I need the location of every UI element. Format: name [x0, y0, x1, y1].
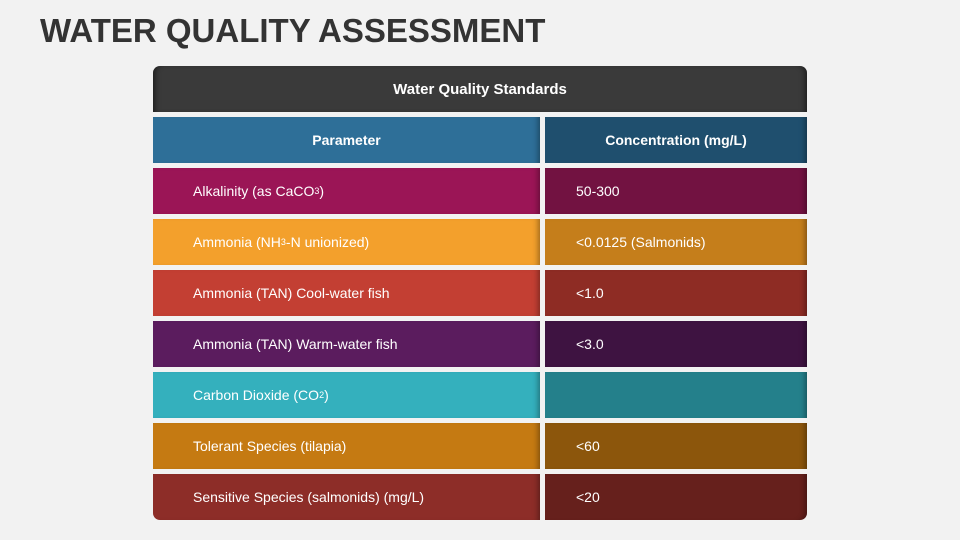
- concentration-cell: <20: [545, 474, 807, 520]
- concentration-cell: [545, 372, 807, 418]
- parameter-cell: Ammonia (TAN) Cool-water fish: [153, 270, 540, 316]
- parameter-cell: Carbon Dioxide (CO 2): [153, 372, 540, 418]
- column-header-parameter: Parameter: [153, 117, 540, 163]
- concentration-cell: <0.0125 (Salmonids): [545, 219, 807, 265]
- standards-table: Water Quality Standards Parameter Concen…: [153, 66, 807, 520]
- table-row: Ammonia (TAN) Warm-water fish <3.0: [153, 321, 807, 367]
- table-row: Ammonia (NH 3 -N unionized) <0.0125 (Salmon…: [153, 219, 807, 265]
- column-header-concentration: Concentration (mg/L): [545, 117, 807, 163]
- parameter-cell: Ammonia (NH 3 -N unionized): [153, 219, 540, 265]
- parameter-cell: Tolerant Species (tilapia): [153, 423, 540, 469]
- concentration-cell: 50-300: [545, 168, 807, 214]
- table-header-row: Parameter Concentration (mg/L): [153, 117, 807, 163]
- table-row: Sensitive Species (salmonids) (mg/L) <20: [153, 474, 807, 520]
- table-row: Carbon Dioxide (CO 2): [153, 372, 807, 418]
- table-row: Ammonia (TAN) Cool-water fish <1.0: [153, 270, 807, 316]
- concentration-cell: <3.0: [545, 321, 807, 367]
- page-title: WATER QUALITY ASSESSMENT: [40, 12, 546, 49]
- table-row: Alkalinity (as CaCO 3) 50-300: [153, 168, 807, 214]
- parameter-cell: Alkalinity (as CaCO 3): [153, 168, 540, 214]
- parameter-cell: Ammonia (TAN) Warm-water fish: [153, 321, 540, 367]
- parameter-cell: Sensitive Species (salmonids) (mg/L): [153, 474, 540, 520]
- concentration-cell: <1.0: [545, 270, 807, 316]
- table-caption: Water Quality Standards: [153, 66, 807, 112]
- concentration-cell: <60: [545, 423, 807, 469]
- table-row: Tolerant Species (tilapia) <60: [153, 423, 807, 469]
